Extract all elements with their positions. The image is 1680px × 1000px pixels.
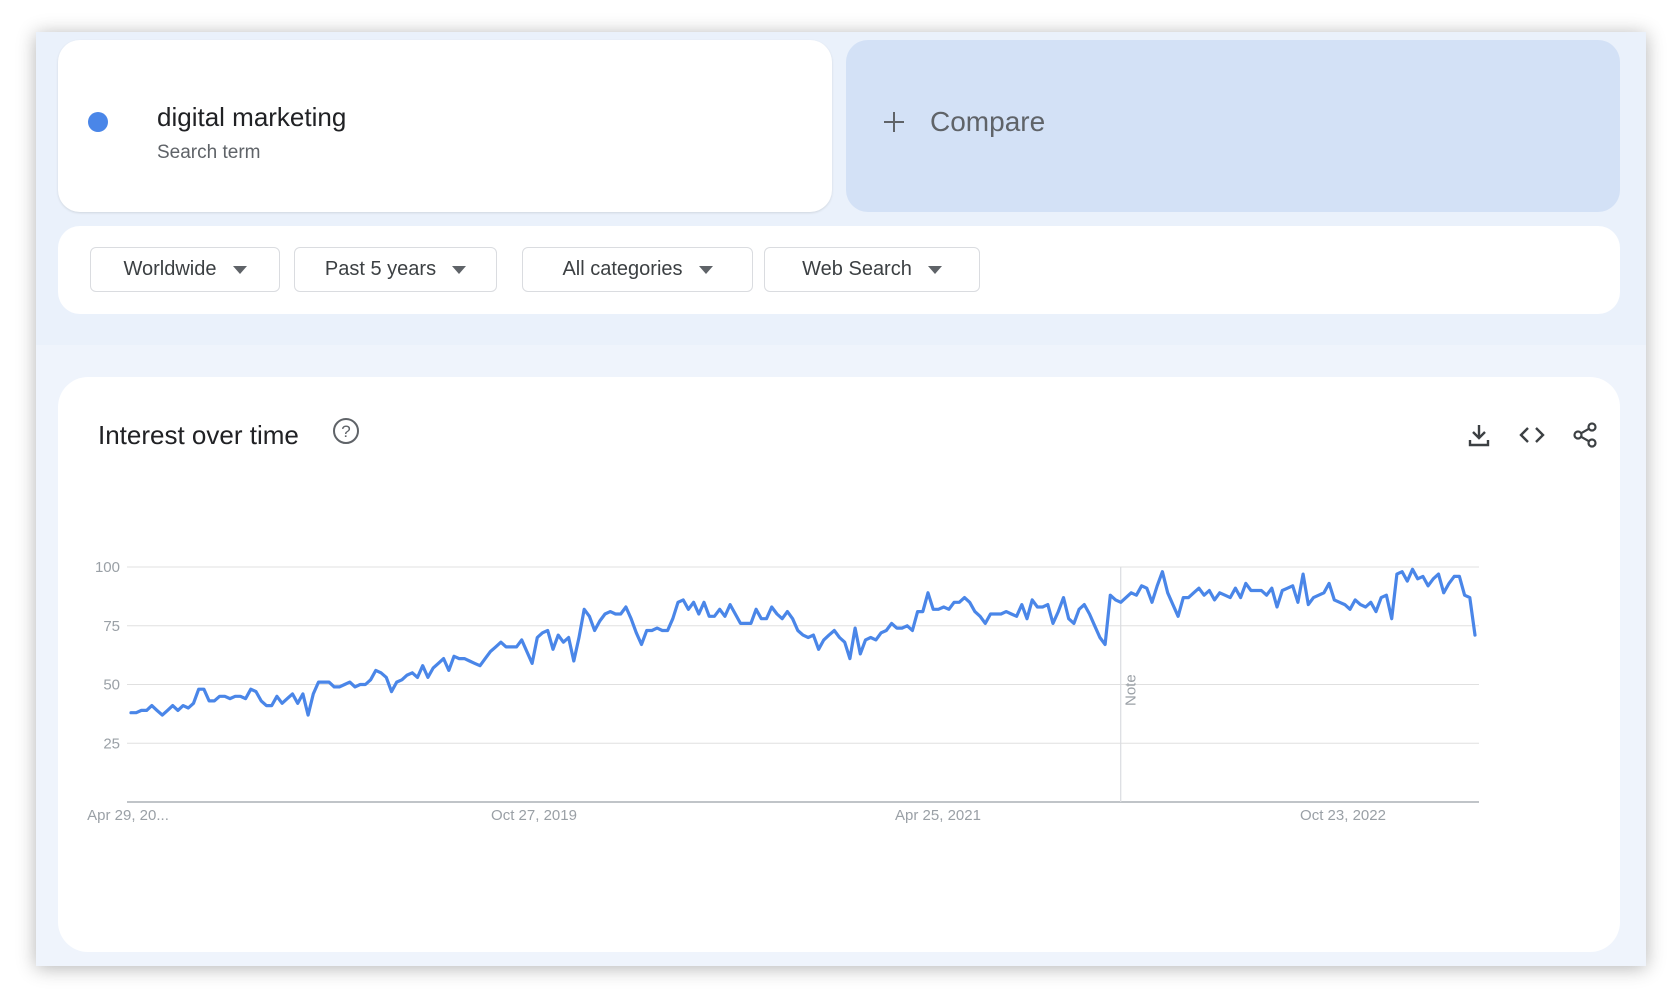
compare-label: Compare	[930, 106, 1046, 137]
y-tick-label: 100	[95, 559, 120, 576]
dropdown-arrow-icon	[698, 265, 713, 274]
filter-time-range-dropdown[interactable]: Past 5 years	[294, 247, 497, 292]
dropdown-arrow-icon	[452, 265, 467, 274]
trends-frame: digital marketing Search term Compare Wo…	[36, 32, 1646, 966]
y-tick-label: 25	[103, 735, 120, 752]
x-tick-label: Apr 25, 2021	[895, 807, 981, 824]
x-tick-label: Oct 23, 2022	[1300, 807, 1386, 824]
interest-over-time-chart: 25 50 75 100 Apr 29, 20... Oct 27, 2019 Apr 25…	[87, 559, 1479, 824]
filter-category-label: All categories	[562, 258, 683, 280]
share-icon[interactable]	[1570, 420, 1600, 450]
search-term-card[interactable]: digital marketing Search term	[58, 40, 832, 212]
plus-icon	[882, 110, 906, 134]
chart-title: Interest over time	[98, 420, 299, 450]
dropdown-arrow-icon	[927, 265, 942, 274]
search-term-name[interactable]: digital marketing	[157, 102, 347, 132]
filters-bar: Worldwide Past 5 years All categories We…	[58, 226, 1620, 314]
filter-time-range-label: Past 5 years	[324, 258, 437, 280]
compare-button[interactable]: Compare	[846, 40, 1620, 212]
y-tick-label: 50	[103, 677, 120, 694]
dropdown-arrow-icon	[232, 265, 247, 274]
interest-over-time-card: Interest over time ? 25 50 75 100 Apr 29, 20…	[58, 377, 1620, 952]
note-marker-label[interactable]: Note	[1123, 674, 1140, 706]
embed-code-icon[interactable]	[1517, 420, 1547, 450]
filter-search-type-label: Web Search	[802, 258, 912, 280]
filter-search-type-dropdown[interactable]: Web Search	[764, 247, 980, 292]
chart-gridlines	[127, 566, 1479, 744]
chart-axes: 25 50 75 100 Apr 29, 20... Oct 27, 2019 Apr 25…	[87, 559, 1479, 824]
download-icon[interactable]	[1464, 420, 1494, 450]
filter-region-label: Worldwide	[123, 258, 217, 280]
series-line-0[interactable]	[129, 567, 1477, 717]
chart-series	[129, 567, 1477, 717]
x-tick-label: Apr 29, 20...	[87, 807, 169, 824]
svg-text:?: ?	[341, 422, 350, 441]
y-tick-label: 75	[103, 618, 120, 635]
term-color-dot	[88, 112, 108, 132]
filter-category-dropdown[interactable]: All categories	[522, 247, 753, 292]
search-header-area: digital marketing Search term Compare Wo…	[36, 32, 1646, 345]
search-term-subtitle: Search term	[157, 142, 261, 163]
filter-region-dropdown[interactable]: Worldwide	[90, 247, 280, 292]
help-icon[interactable]: ?	[332, 417, 360, 445]
x-tick-label: Oct 27, 2019	[491, 807, 577, 824]
